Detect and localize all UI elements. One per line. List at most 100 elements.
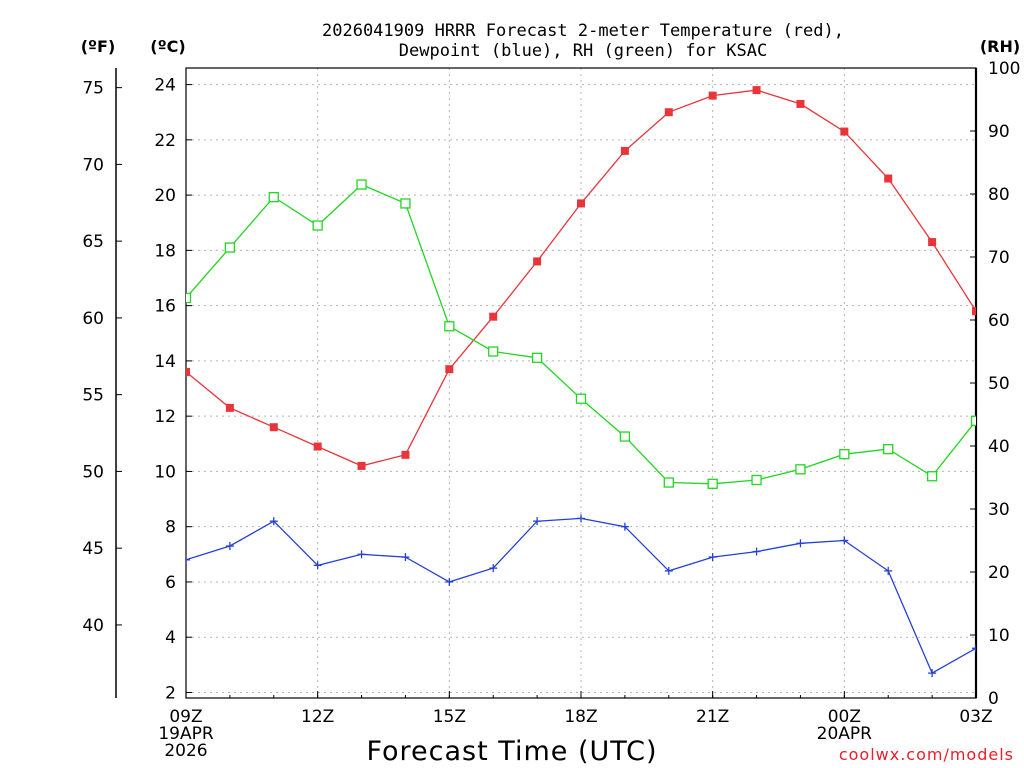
dewpoint-point	[269, 517, 278, 526]
rh-tick-label: 70	[988, 248, 1010, 268]
celsius-tick-label: 6	[165, 573, 176, 593]
rh-point	[531, 352, 543, 363]
fahrenheit-tick-label: 70	[82, 155, 104, 175]
temperature-point	[357, 461, 366, 470]
rh-point	[795, 464, 806, 475]
rh-series	[186, 179, 976, 489]
fahrenheit-tick-label: 60	[82, 309, 104, 329]
rh-tick-label: 10	[988, 626, 1010, 646]
x-tick-label: 20APR	[817, 724, 873, 744]
temperature-point	[186, 367, 190, 376]
rh-point	[444, 321, 455, 332]
chart-title-line-2: Dewpoint (blue), RH (green) for KSAC	[399, 41, 767, 61]
x-tick-label: 21Z	[696, 707, 729, 727]
celsius-tick-label: 2	[165, 683, 176, 703]
dewpoint-point	[533, 517, 542, 526]
x-tick-label: 03Z	[959, 707, 992, 727]
temperature-point	[884, 174, 893, 183]
fahrenheit-tick-label: 40	[82, 616, 104, 636]
dewpoint-point	[664, 566, 673, 575]
x-tick-label: 18Z	[564, 707, 597, 727]
fahrenheit-tick-label: 45	[82, 539, 104, 559]
x-tick-label: 12Z	[301, 707, 334, 727]
rh-tick-label: 90	[988, 122, 1010, 142]
dewpoint-point	[620, 522, 629, 531]
celsius-tick-label: 18	[154, 241, 176, 261]
temperature-point	[269, 423, 278, 432]
rh-point	[619, 431, 631, 442]
temperature-point	[533, 257, 542, 266]
temperature-point	[313, 442, 322, 451]
rh-point	[312, 220, 323, 231]
celsius-tick-label: 4	[165, 628, 176, 648]
x-tick-label: 00Z	[828, 707, 861, 727]
dewpoint-point	[313, 561, 322, 570]
dewpoint-line	[186, 517, 976, 675]
fahrenheit-tick-label: 55	[82, 386, 104, 406]
rh-point	[926, 471, 938, 482]
x-axis-label: Forecast Time (UTC)	[366, 736, 657, 767]
temperature-point	[401, 450, 410, 459]
dewpoint-series	[186, 514, 976, 678]
dewpoint-point	[186, 555, 190, 564]
dewpoint-point	[972, 644, 976, 653]
fahrenheit-tick-label: 65	[82, 232, 104, 252]
temperature-point	[972, 307, 976, 316]
temperature-series	[186, 86, 976, 470]
x-tick-label: 2026	[164, 741, 207, 761]
plot-area	[186, 86, 976, 678]
rh-point	[400, 198, 411, 209]
celsius-tick-label: 12	[154, 407, 176, 427]
temperature-point	[445, 365, 454, 374]
rh-tick-label: 50	[988, 374, 1010, 394]
temperature-point	[664, 108, 673, 117]
dewpoint-point	[752, 547, 761, 556]
rh-point	[707, 478, 718, 489]
rh-point	[970, 415, 976, 426]
fahrenheit-tick-label: 50	[82, 462, 104, 482]
temperature-point	[620, 146, 629, 155]
axes: 2468101214161820222401020304050607080901…	[82, 59, 1020, 709]
rh-unit-label: (RH)	[980, 37, 1020, 56]
rh-tick-label: 60	[988, 311, 1010, 331]
rh-tick-label: 40	[988, 437, 1010, 457]
temperature-point	[752, 86, 761, 95]
dewpoint-point	[357, 550, 366, 559]
dewpoint-point	[708, 553, 717, 562]
rh-point	[488, 346, 499, 357]
dewpoint-point	[489, 564, 498, 573]
dewpoint-point	[884, 566, 893, 575]
temperature-point	[225, 403, 234, 412]
rh-point	[356, 179, 367, 190]
dewpoint-point	[796, 539, 805, 548]
credit-text: coolwx.com/models	[839, 745, 1014, 764]
temperature-point	[796, 99, 805, 108]
temperature-point	[489, 312, 498, 321]
rh-tick-label: 80	[988, 185, 1010, 205]
rh-point	[663, 477, 674, 488]
dewpoint-point	[840, 536, 849, 545]
rh-point	[268, 191, 279, 203]
rh-tick-label: 100	[988, 59, 1020, 79]
dewpoint-point	[928, 669, 937, 678]
temperature-point	[708, 91, 717, 100]
rh-tick-label: 0	[988, 689, 999, 709]
rh-point	[575, 393, 587, 404]
rh-point	[839, 449, 850, 460]
data-series	[186, 86, 976, 678]
temperature-point	[840, 127, 849, 136]
x-tick-label: 09Z	[169, 707, 202, 727]
rh-point	[224, 242, 236, 253]
fahrenheit-unit-label: (ºF)	[81, 37, 116, 56]
x-tick-label: 19APR	[158, 724, 214, 744]
dewpoint-point	[225, 542, 234, 551]
rh-point	[186, 292, 192, 304]
celsius-unit-label: (ºC)	[150, 37, 185, 56]
temperature-point	[928, 238, 937, 247]
dewpoint-point	[445, 577, 454, 586]
dewpoint-point	[401, 553, 410, 562]
dewpoint-point	[577, 514, 585, 523]
celsius-tick-label: 20	[154, 186, 176, 206]
